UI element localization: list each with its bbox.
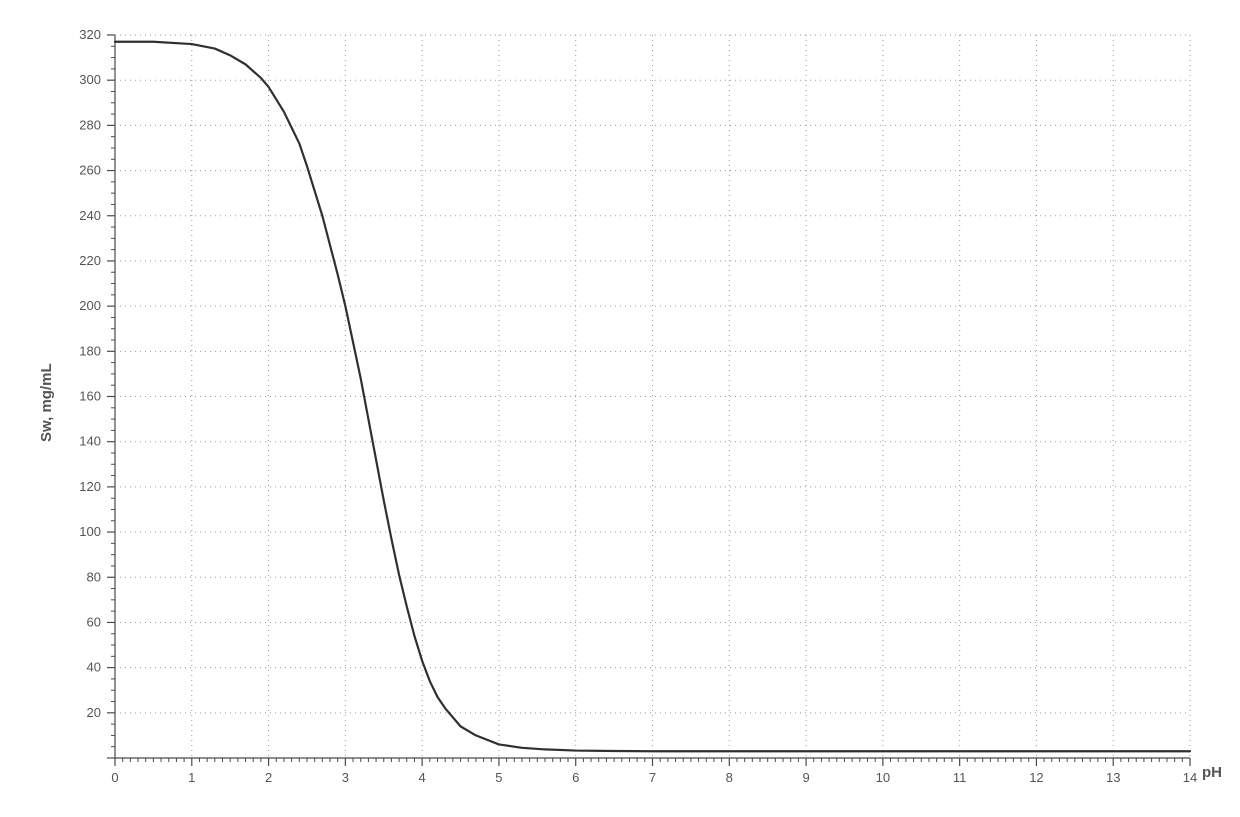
chart-svg: 0123456789101112131420406080100120140160…	[0, 0, 1240, 817]
x-tick-label: 3	[342, 770, 349, 785]
x-tick-label: 5	[495, 770, 502, 785]
y-tick-label: 320	[79, 27, 101, 42]
y-tick-label: 180	[79, 343, 101, 358]
x-tick-label: 10	[876, 770, 890, 785]
y-tick-label: 100	[79, 524, 101, 539]
y-tick-label: 240	[79, 208, 101, 223]
y-tick-label: 120	[79, 479, 101, 494]
x-tick-label: 11	[953, 770, 967, 785]
y-tick-label: 260	[79, 163, 101, 178]
x-tick-label: 12	[1029, 770, 1043, 785]
solubility-chart: 0123456789101112131420406080100120140160…	[0, 0, 1240, 817]
x-tick-label: 7	[649, 770, 656, 785]
y-tick-label: 200	[79, 298, 101, 313]
x-tick-label: 8	[726, 770, 733, 785]
x-tick-label: 13	[1106, 770, 1120, 785]
x-tick-label: 14	[1183, 770, 1197, 785]
x-tick-label: 9	[802, 770, 809, 785]
y-axis-label: Sw, mg/mL	[38, 363, 55, 442]
y-tick-label: 160	[79, 389, 101, 404]
y-tick-label: 80	[87, 569, 101, 584]
x-tick-label: 2	[265, 770, 272, 785]
y-tick-label: 60	[87, 614, 101, 629]
y-tick-label: 280	[79, 117, 101, 132]
y-tick-label: 220	[79, 253, 101, 268]
y-tick-label: 140	[79, 434, 101, 449]
x-tick-label: 0	[111, 770, 118, 785]
y-tick-label: 20	[87, 705, 101, 720]
x-tick-label: 4	[419, 770, 426, 785]
y-tick-label: 300	[79, 72, 101, 87]
y-tick-label: 40	[87, 660, 101, 675]
x-tick-label: 1	[188, 770, 195, 785]
x-tick-label: 6	[572, 770, 579, 785]
x-axis-label: pH	[1202, 764, 1222, 781]
